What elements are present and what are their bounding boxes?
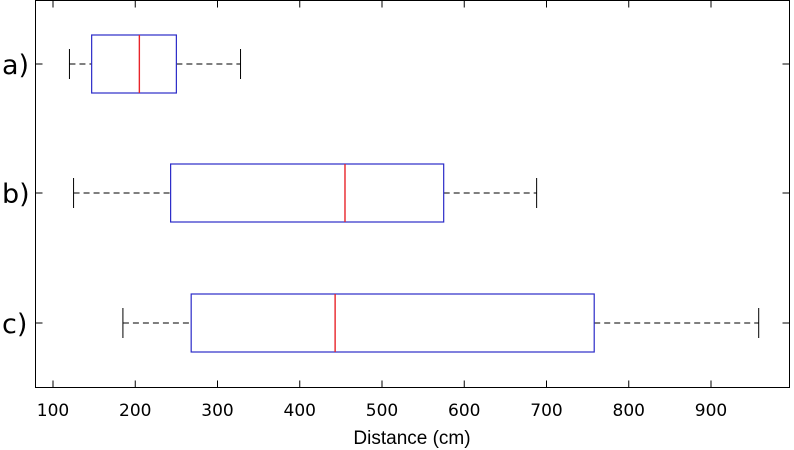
category-label-1: a) bbox=[2, 50, 29, 81]
category-labels: a) b) c) bbox=[2, 50, 790, 340]
x-tick-label-800: 800 bbox=[613, 401, 645, 421]
x-tick-label-500: 500 bbox=[366, 401, 398, 421]
x-tick-label-700: 700 bbox=[530, 401, 562, 421]
x-tick-label-200: 200 bbox=[119, 401, 151, 421]
box-3-iqr-box bbox=[190, 293, 595, 353]
category-label-2: b) bbox=[2, 179, 30, 210]
x-tick-label-400: 400 bbox=[284, 401, 316, 421]
x-tick-label-600: 600 bbox=[448, 401, 480, 421]
box-2-iqr-box bbox=[170, 163, 445, 223]
box-1-iqr-box bbox=[91, 34, 177, 94]
x-axis-ticks: 100 200 300 400 500 600 700 800 900 bbox=[37, 0, 727, 421]
category-label-3: c) bbox=[2, 309, 27, 340]
x-tick-label-300: 300 bbox=[201, 401, 233, 421]
x-axis-title: Distance (cm) bbox=[353, 428, 470, 449]
x-tick-label-100: 100 bbox=[37, 401, 69, 421]
chart-marks bbox=[68, 34, 760, 353]
x-tick-label-900: 900 bbox=[695, 401, 727, 421]
